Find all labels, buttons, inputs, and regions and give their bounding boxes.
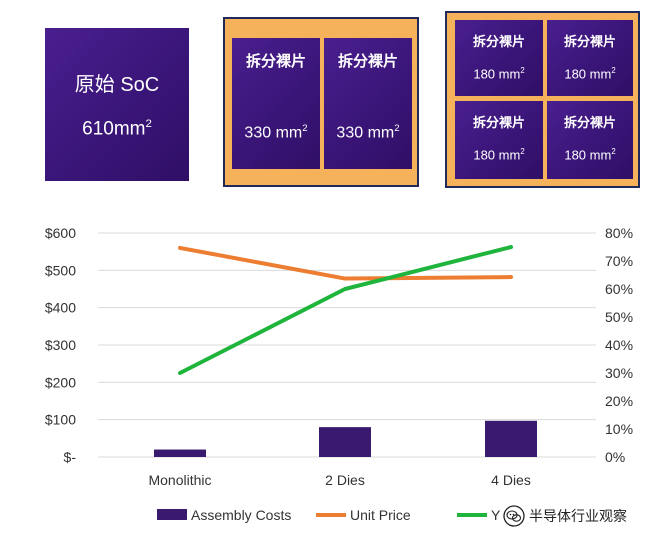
legend-label: Y — [491, 507, 501, 523]
die-area: 180 mm2 — [473, 147, 525, 163]
y-left-tick-label: $500 — [45, 262, 76, 278]
y-left-tick-label: $400 — [45, 300, 76, 316]
die-label: 拆分裸片 — [337, 53, 398, 70]
four-die-top-right: 拆分裸片 180 mm2 — [547, 20, 633, 96]
y-right-tick-label: 10% — [605, 421, 633, 437]
y-right-tick-label: 30% — [605, 365, 633, 381]
wechat-icon — [503, 505, 525, 527]
y-right-tick-label: 50% — [605, 309, 633, 325]
four-die-bottom-right: 拆分裸片 180 mm2 — [547, 101, 633, 179]
die-label: 拆分裸片 — [563, 115, 616, 130]
legend-label: Assembly Costs — [191, 507, 291, 523]
legend-label: Unit Price — [350, 507, 411, 523]
die-label: 拆分裸片 — [245, 53, 306, 70]
bar-assembly-costs — [154, 449, 206, 457]
x-tick-label: 4 Dies — [491, 472, 531, 488]
die-label: 拆分裸片 — [563, 34, 616, 49]
four-die-top-left: 拆分裸片 180 mm2 — [455, 20, 543, 96]
y-left-tick-label: $200 — [45, 374, 76, 390]
die-area: 180 mm2 — [473, 66, 525, 82]
line-unit-price — [178, 245, 513, 281]
die-label: 拆分裸片 — [472, 115, 525, 130]
soc-area: 610mm2 — [82, 118, 152, 140]
soc-title: 原始 SoC — [74, 74, 160, 96]
y-left-tick-label: $600 — [45, 225, 76, 241]
die-area: 180 mm2 — [564, 147, 616, 163]
legend-swatch-bar — [157, 509, 187, 520]
die-area: 330 mm2 — [244, 123, 308, 142]
soc-die: 原始 SoC 610mm2 — [45, 28, 189, 181]
cost-yield-chart: $- $100 $200 $300 $400 $500 $600 0% 10% 20% 30% 40%… — [45, 225, 633, 523]
y-left-tick-label: $- — [64, 449, 77, 465]
y-right-tick-label: 0% — [605, 449, 625, 465]
y-left-tick-label: $100 — [45, 412, 76, 428]
watermark: 半导体行业观察 — [500, 503, 630, 529]
bar-assembly-costs — [485, 420, 537, 457]
y-right-tick-label: 80% — [605, 225, 633, 241]
four-die-bottom-left: 拆分裸片 180 mm2 — [455, 101, 543, 179]
y-right-tick-label: 70% — [605, 253, 633, 269]
y-right-tick-label: 60% — [605, 281, 633, 297]
y-right-tick-label: 20% — [605, 393, 633, 409]
die-label: 拆分裸片 — [472, 34, 525, 49]
line-yield — [178, 245, 513, 375]
watermark-text: 半导体行业观察 — [529, 508, 627, 524]
die-area: 330 mm2 — [336, 123, 400, 142]
x-tick-label: 2 Dies — [325, 472, 365, 488]
y-right-tick-label: 40% — [605, 337, 633, 353]
bar-assembly-costs — [319, 427, 371, 457]
two-die-left: 拆分裸片 330 mm2 — [232, 38, 320, 169]
two-die-right: 拆分裸片 330 mm2 — [324, 38, 412, 169]
y-left-tick-label: $300 — [45, 337, 76, 353]
die-area: 180 mm2 — [564, 66, 616, 82]
x-tick-label: Monolithic — [148, 472, 211, 488]
